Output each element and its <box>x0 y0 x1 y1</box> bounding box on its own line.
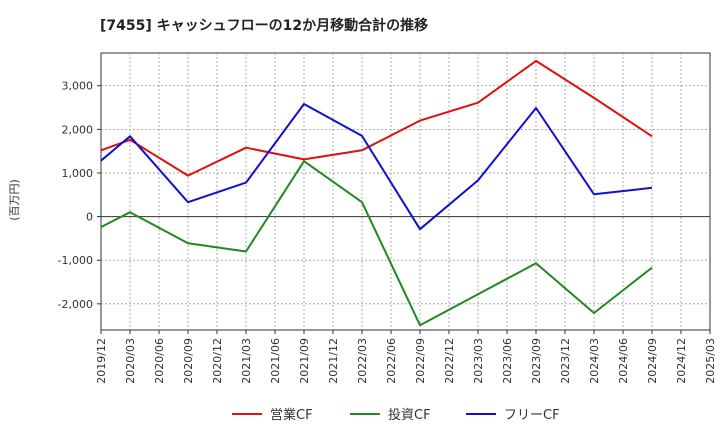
legend-label: 営業CF <box>270 407 313 423</box>
x-tick-label: 2021/09 <box>298 338 311 384</box>
y-tick-label: -1,000 <box>58 254 93 267</box>
x-tick-label: 2021/06 <box>269 338 282 384</box>
x-tick-label: 2023/12 <box>559 338 572 384</box>
y-tick-label: 3,000 <box>62 80 94 93</box>
series-lines <box>100 59 653 327</box>
y-axis-label: (百万円) <box>8 179 21 221</box>
x-tick-label: 2019/12 <box>95 338 108 384</box>
x-tick-label: 2023/03 <box>472 338 485 384</box>
chart-title: [7455] キャッシュフローの12か月移動合計の推移 <box>100 17 428 34</box>
y-tick-label: 1,000 <box>62 167 94 180</box>
x-tick-label: 2024/06 <box>617 338 630 384</box>
x-tick-label: 2021/03 <box>240 338 253 384</box>
x-tick-label: 2022/12 <box>443 338 456 384</box>
x-tick-label: 2022/09 <box>414 338 427 384</box>
x-tick-label: 2024/12 <box>675 338 688 384</box>
x-tick-label: 2020/03 <box>124 338 137 384</box>
series-line-投資CF <box>100 160 653 327</box>
x-tick-label: 2025/03 <box>704 338 717 384</box>
x-tick-label: 2020/12 <box>211 338 224 384</box>
x-tick-label: 2023/06 <box>501 338 514 384</box>
x-tick-label: 2024/09 <box>646 338 659 384</box>
x-tick-label: 2021/12 <box>327 338 340 384</box>
y-ticks: 3,000 2,000 1,000 0 -1,000 -2,000 <box>58 80 101 311</box>
legend-label: 投資CF <box>388 407 431 423</box>
x-tick-label: 2020/09 <box>182 338 195 384</box>
y-tick-label: -2,000 <box>58 298 93 311</box>
x-tick-label: 2024/03 <box>588 338 601 384</box>
x-tick-label: 2022/03 <box>356 338 369 384</box>
legend: 営業CF 投資CF フリーCF <box>232 407 560 423</box>
series-line-営業CF <box>100 59 653 177</box>
x-ticks: 2019/12 2020/03 2020/06 2020/09 2020/12 2021/… <box>95 330 717 384</box>
x-tick-label: 2023/09 <box>530 338 543 384</box>
legend-label: フリーCF <box>504 408 560 423</box>
series-line-フリーCF <box>100 103 653 231</box>
grid <box>101 53 710 330</box>
y-tick-label: 2,000 <box>62 123 94 136</box>
x-tick-label: 2020/06 <box>153 338 166 384</box>
plot-area <box>100 52 711 331</box>
y-tick-label: 0 <box>86 211 93 224</box>
x-tick-label: 2022/06 <box>385 338 398 384</box>
